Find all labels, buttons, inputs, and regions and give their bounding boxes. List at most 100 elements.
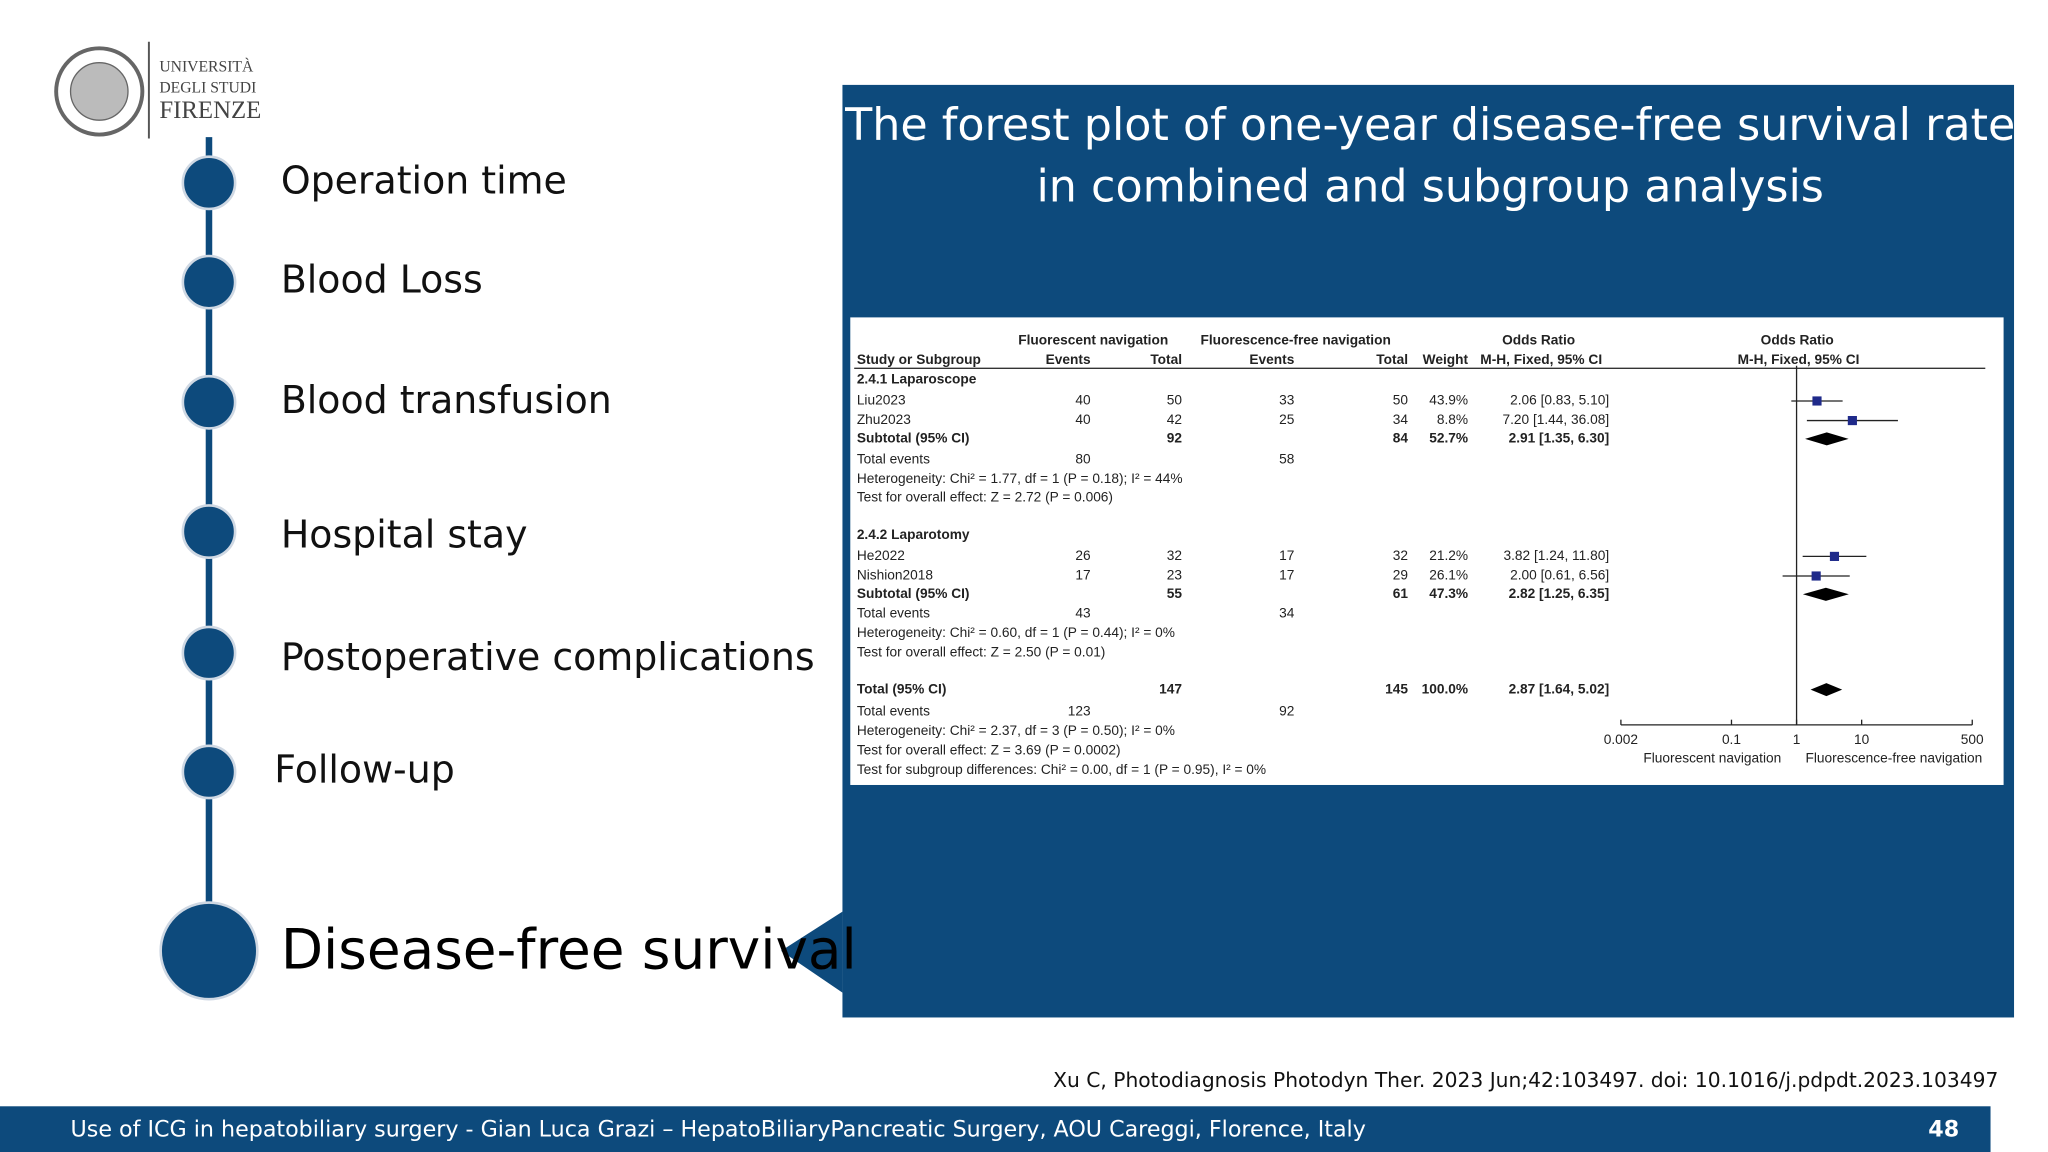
cell: 25 [1279,412,1295,427]
cell: 21.2% [1429,548,1468,563]
cell: 32 [1393,548,1408,563]
cell: 2.4.2 Laparotomy [857,527,970,542]
cell: 23 [1167,568,1183,583]
cell: 123 [1068,703,1091,718]
cell: Total events [857,703,930,718]
timeline-dot-current [159,901,259,1001]
cell: Total (95% CI) [857,681,947,696]
timeline-label: Hospital stay [281,512,528,556]
cell: 42 [1167,412,1182,427]
cell: Nishion2018 [857,568,934,583]
group-header: Odds Ratio [1502,333,1575,348]
timeline-dot [181,155,237,211]
cell: 26.1% [1429,568,1468,583]
cell: 32 [1167,548,1182,563]
cell: Test for overall effect: Z = 2.72 (P = 0… [857,489,1113,504]
cell: 3.82 [1.24, 11.80] [1503,548,1609,563]
axis-label: Fluorescence-free navigation [1806,750,1983,765]
estimate [1812,396,1822,406]
cell: Heterogeneity: Chi² = 2.37, df = 3 (P = … [857,723,1175,738]
column-header: Events [1249,352,1294,367]
estimate [1811,571,1821,581]
cell: 40 [1075,393,1091,408]
forest-plot: Fluorescent navigation Fluorescence-free … [854,333,1986,777]
forest-plot-box [850,317,2004,785]
cell: 147 [1159,681,1182,696]
footer-text: Use of ICG in hepatobiliary surgery - Gi… [71,1116,1366,1142]
timeline-label: Postoperative complications [281,635,815,679]
cell: 43.9% [1429,393,1468,408]
estimate [1847,416,1857,426]
cell: 43 [1075,606,1091,621]
page-number: 48 [1928,1116,1959,1142]
panel-title: in combined and subgroup analysis [1036,161,1823,212]
timeline-dot [181,374,237,430]
cell: 7.20 [1.44, 36.08] [1502,412,1609,427]
cell: Heterogeneity: Chi² = 0.60, df = 1 (P = … [857,625,1175,640]
column-header: M-H, Fixed, 95% CI [1480,352,1602,367]
estimate-diamond [1805,432,1849,446]
column-header: Events [1046,352,1091,367]
axis-label: Fluorescent navigation [1643,750,1781,765]
seal [54,46,145,137]
cell: 40 [1075,412,1091,427]
logo-text: UNIVERSITÀ [159,57,254,76]
timeline-dot [181,504,237,560]
cell: Heterogeneity: Chi² = 1.77, df = 1 (P = … [857,471,1183,486]
cell: 17 [1279,548,1294,563]
estimate-diamond [1810,683,1843,697]
cell: 61 [1393,586,1409,601]
cell: Zhu2023 [857,412,911,427]
cell: 34 [1393,412,1409,427]
group-header: Fluorescent navigation [1018,333,1168,348]
logo-text: DEGLI STUDI [159,79,256,96]
cell: 8.8% [1437,412,1468,427]
cell: 2.87 [1.64, 5.02] [1509,681,1610,696]
cell: 2.00 [0.61, 6.56] [1510,568,1609,583]
cell: 50 [1167,393,1183,408]
panel-pointer [781,911,843,993]
cell: 92 [1167,430,1183,445]
cell: 58 [1279,451,1295,466]
cell: 34 [1279,606,1295,621]
column-header: Weight [1423,352,1469,367]
timeline-current: Disease-free survival [281,918,857,982]
footer-bar [0,1106,1991,1152]
cell: 52.7% [1429,430,1468,445]
cell: 26 [1075,548,1091,563]
cell: Test for overall effect: Z = 2.50 (P = 0… [857,645,1106,660]
group-header: Odds Ratio [1761,333,1834,348]
citation: Xu C, Photodiagnosis Photodyn Ther. 2023… [1053,1068,1998,1092]
cell: 92 [1279,703,1294,718]
cell: 17 [1075,568,1090,583]
timeline-dot [181,625,237,681]
cell: Total events [857,451,930,466]
seal-inner [69,62,129,121]
cell: 145 [1385,681,1408,696]
timeline-label: Blood transfusion [281,378,612,422]
logo-text: FIRENZE [159,97,261,124]
timeline-label: Blood Loss [281,258,483,302]
cell: 80 [1075,451,1091,466]
tick-label: 500 [1961,732,1984,747]
cell: Subtotal (95% CI) [857,430,970,445]
cell: 2.4.1 Laparoscope [857,372,977,387]
estimate-diamond [1802,587,1849,601]
column-header: Total [1376,352,1408,367]
panel-title: The forest plot of one-year disease-free… [844,100,2015,151]
tick-label: 0.002 [1604,732,1638,747]
column-header: Study or Subgroup [857,352,981,367]
group-header: Fluorescence-free navigation [1200,333,1390,348]
cell: 2.82 [1.25, 6.35] [1509,586,1610,601]
cell: Test for subgroup differences: Chi² = 0.… [857,762,1266,777]
tick-label: 0.1 [1722,732,1741,747]
timeline-label: Follow-up [274,747,454,791]
timeline-dot [181,254,237,310]
cell: He2022 [857,548,905,563]
estimate [1829,551,1840,561]
tick-label: 1 [1793,732,1801,747]
cell: 47.3% [1429,586,1468,601]
cell: Subtotal (95% CI) [857,586,970,601]
